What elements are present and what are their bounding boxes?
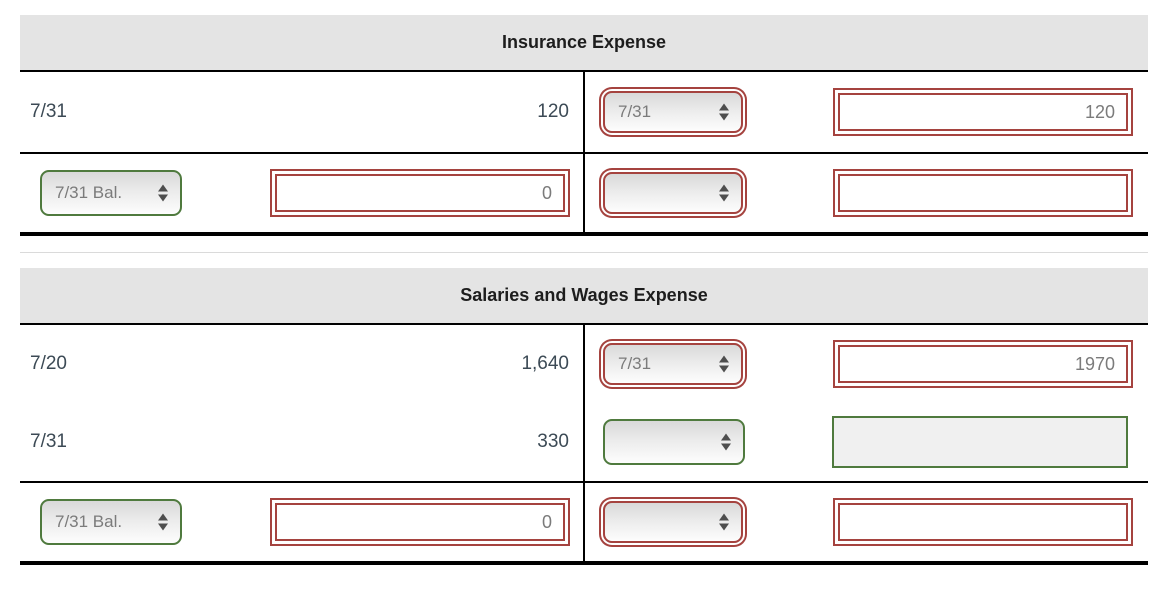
arrow-down-icon <box>721 443 731 451</box>
arrow-up-icon <box>719 513 729 521</box>
salaries-debit-balance-amount-input[interactable] <box>275 503 565 541</box>
arrow-down-icon <box>158 194 168 202</box>
debit-entry-cell: 7/20 1,640 <box>20 325 585 403</box>
arrow-up-icon <box>719 355 729 363</box>
select-arrows-icon <box>719 103 729 121</box>
select-value: 7/31 Bal. <box>55 512 123 531</box>
account-title: Insurance Expense <box>20 15 1148 72</box>
arrow-up-icon <box>158 513 168 521</box>
salaries-credit-amount-input[interactable] <box>838 345 1128 383</box>
insurance-credit-balance-amount-input[interactable] <box>838 174 1128 212</box>
salaries-credit-date-select-2[interactable] <box>603 419 745 465</box>
worksheet: Insurance Expense 7/31 120 7/31 <box>20 15 1148 565</box>
insurance-credit-balance-date-select[interactable] <box>603 172 743 214</box>
debit-entry-amount: 1,640 <box>521 353 569 374</box>
debit-entry-date: 7/31 <box>30 431 67 452</box>
table-row: 7/31 Bal. <box>20 481 1148 561</box>
table-row: 7/31 120 7/31 <box>20 72 1148 152</box>
debit-entry-date: 7/20 <box>30 353 67 374</box>
arrow-down-icon <box>719 194 729 202</box>
credit-entry-cell <box>585 403 1148 481</box>
debit-entry-cell: 7/31 120 <box>20 72 585 152</box>
arrow-down-icon <box>158 523 168 531</box>
account-title: Salaries and Wages Expense <box>20 268 1148 325</box>
arrow-up-icon <box>719 184 729 192</box>
arrow-up-icon <box>158 184 168 192</box>
credit-balance-cell <box>585 483 1148 561</box>
arrow-down-icon <box>719 365 729 373</box>
salaries-credit-balance-date-select[interactable] <box>603 501 743 543</box>
credit-entry-cell: 7/31 <box>585 72 1148 152</box>
credit-balance-cell <box>585 154 1148 232</box>
salaries-credit-date-select[interactable]: 7/31 <box>603 343 743 385</box>
debit-entry-amount: 330 <box>537 431 569 452</box>
arrow-up-icon <box>721 433 731 441</box>
select-arrows-icon <box>158 184 168 202</box>
section-divider <box>20 252 1148 253</box>
select-arrows-icon <box>721 433 731 451</box>
t-account-salaries-wages-expense: Salaries and Wages Expense 7/20 1,640 7/… <box>20 268 1148 565</box>
arrow-down-icon <box>719 523 729 531</box>
select-value: 7/31 Bal. <box>55 183 123 202</box>
table-row: 7/31 Bal. <box>20 152 1148 232</box>
t-account-body: 7/31 120 7/31 7 <box>20 72 1148 236</box>
debit-balance-cell: 7/31 Bal. <box>20 483 585 561</box>
salaries-credit-balance-amount-input[interactable] <box>838 503 1128 541</box>
debit-balance-cell: 7/31 Bal. <box>20 154 585 232</box>
select-arrows-icon <box>719 513 729 531</box>
debit-entry-date: 7/31 <box>30 101 67 122</box>
debit-entry-amount: 120 <box>537 101 569 122</box>
salaries-credit-amount-input-2[interactable] <box>832 416 1128 468</box>
credit-entry-cell: 7/31 <box>585 325 1148 403</box>
salaries-debit-balance-date-select[interactable]: 7/31 Bal. <box>40 499 182 545</box>
table-row: 7/20 1,640 7/31 <box>20 325 1148 403</box>
insurance-debit-balance-date-select[interactable]: 7/31 Bal. <box>40 170 182 216</box>
select-arrows-icon <box>719 184 729 202</box>
select-value: 7/31 <box>618 354 652 373</box>
insurance-credit-amount-input[interactable] <box>838 93 1128 131</box>
arrow-down-icon <box>719 113 729 121</box>
t-account-insurance-expense: Insurance Expense 7/31 120 7/31 <box>20 15 1148 236</box>
select-arrows-icon <box>158 513 168 531</box>
debit-entry-cell: 7/31 330 <box>20 403 585 481</box>
insurance-debit-balance-amount-input[interactable] <box>275 174 565 212</box>
select-arrows-icon <box>719 355 729 373</box>
arrow-up-icon <box>719 103 729 111</box>
insurance-credit-date-select[interactable]: 7/31 <box>603 91 743 133</box>
select-value: 7/31 <box>618 102 652 121</box>
t-account-body: 7/20 1,640 7/31 7/31 <box>20 325 1148 565</box>
table-row: 7/31 330 <box>20 403 1148 481</box>
